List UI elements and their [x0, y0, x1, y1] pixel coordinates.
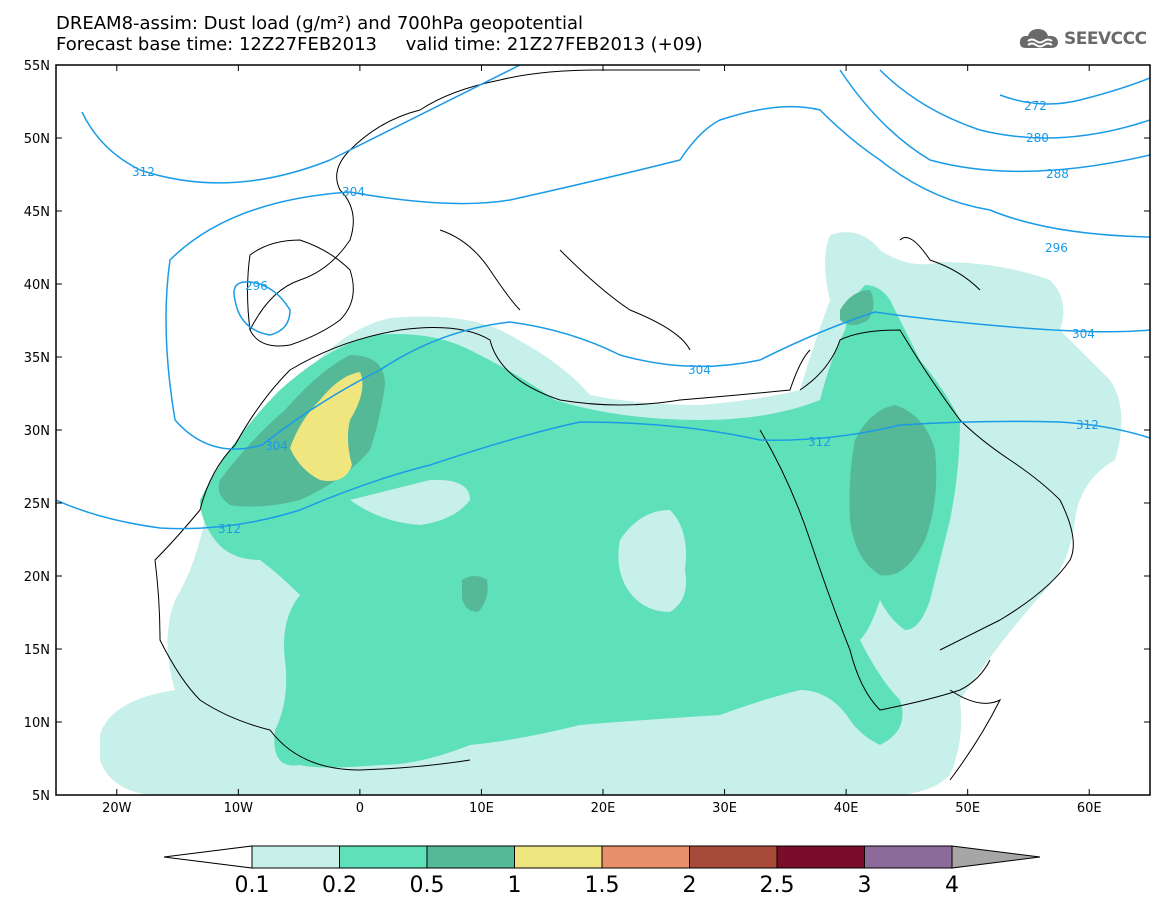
- contour-272: [999, 77, 1150, 105]
- colorbar-box: [251, 845, 340, 869]
- longitude-axis: 20W 10W 0 10E 20E 30E 40E 50E 60E: [102, 65, 1102, 816]
- lat-label: 25N: [24, 497, 50, 512]
- dust-hole-east: [618, 510, 686, 612]
- lon-label: 0: [356, 801, 364, 816]
- colorbar-box: [689, 845, 778, 869]
- contour-label: 312: [218, 522, 241, 536]
- contour-304: [165, 105, 1150, 421]
- dust-band-dark-arabia: [849, 405, 937, 576]
- coastline-north-africa: [234, 327, 811, 446]
- lat-label: 55N: [24, 59, 50, 74]
- contour-288: [839, 69, 1150, 173]
- coastline-iberia: [247, 239, 354, 347]
- dust-load-field: [100, 232, 1122, 795]
- lat-label: 45N: [24, 205, 50, 220]
- colorbar-label: 0.1: [235, 873, 270, 898]
- lon-label: 50E: [955, 801, 980, 816]
- lat-label: 40N: [24, 278, 50, 293]
- contour-label: 312: [808, 435, 831, 449]
- coastline-greece: [559, 249, 691, 351]
- lon-label: 20W: [102, 801, 132, 816]
- colorbar-upper-extend: [951, 845, 1041, 869]
- colorbar-label: 1: [508, 873, 522, 898]
- lat-label: 35N: [24, 351, 50, 366]
- dust-band-dark-ribbon: [840, 290, 874, 325]
- contour-312-north: [81, 65, 521, 184]
- coastline-red-sea: [759, 429, 991, 711]
- seevccc-logo: SEEVCCC: [1018, 24, 1147, 54]
- contour-312-south: [56, 420, 1150, 530]
- colorbar-box: [864, 845, 953, 869]
- latitude-axis: 55N 50N 45N 40N 35N 30N 25N 20N 15N 10N 5N: [24, 59, 1150, 804]
- lat-label: 20N: [24, 570, 50, 585]
- contour-label: 272: [1024, 99, 1047, 113]
- lat-label: 5N: [32, 789, 50, 804]
- map-title: DREAM8-assim: Dust load (g/m²) and 700hP…: [56, 13, 583, 34]
- contour-label: 296: [245, 279, 268, 293]
- colorbar-box: [339, 845, 428, 869]
- contour-label: 304: [265, 439, 288, 453]
- contour-304-med: [174, 311, 1150, 450]
- contour-label: 304: [1072, 327, 1095, 341]
- contour-labels: 312 304 296 304 304 312 312 312 272 280 …: [132, 99, 1099, 536]
- colorbar-lower-extend: [163, 845, 253, 869]
- colorbar-label: 0.2: [322, 873, 357, 898]
- coastline-italy: [439, 229, 521, 311]
- colorbar-box: [776, 845, 865, 869]
- colorbar-box: [514, 845, 603, 869]
- lon-label: 30E: [712, 801, 737, 816]
- geopotential-contours: [56, 65, 1150, 530]
- coastlines: [154, 69, 1074, 781]
- contour-label: 312: [132, 165, 155, 179]
- contour-label: 296: [1045, 241, 1068, 255]
- colorbar-label: 1.5: [585, 873, 620, 898]
- colorbar-label: 0.5: [410, 873, 445, 898]
- colorbar-box: [601, 845, 690, 869]
- contour-280: [879, 69, 1150, 139]
- colorbar-label: 2.5: [760, 873, 795, 898]
- contour-label: 312: [1076, 418, 1099, 432]
- contour-296: [233, 281, 291, 336]
- lon-label: 10W: [224, 801, 254, 816]
- lat-label: 15N: [24, 643, 50, 658]
- colorbar-label: 3: [858, 873, 872, 898]
- contour-label: 304: [688, 363, 711, 377]
- colorbar-box: [426, 845, 515, 869]
- coastline-arabia: [799, 329, 1074, 651]
- colorbar-label: 4: [945, 873, 959, 898]
- logo-text: SEEVCCC: [1064, 29, 1147, 49]
- lon-label: 20E: [591, 801, 616, 816]
- coastline-europe: [249, 69, 700, 331]
- colorbar-label: 2: [683, 873, 697, 898]
- coastline-horn: [949, 689, 1002, 781]
- lon-label: 60E: [1077, 801, 1102, 816]
- dust-band-dark-niger: [462, 576, 488, 612]
- contour-label: 280: [1026, 131, 1049, 145]
- dust-band-yellow: [290, 372, 363, 481]
- contour-label: 304: [342, 185, 365, 199]
- lat-label: 30N: [24, 424, 50, 439]
- colorbar: 0.1 0.2 0.5 1 1.5 2 2.5 3 4: [163, 845, 1041, 898]
- lat-label: 10N: [24, 716, 50, 731]
- coastline-caspian: [899, 237, 981, 291]
- forecast-times: Forecast base time: 12Z27FEB2013 valid t…: [56, 34, 703, 55]
- cloud-icon: [1019, 29, 1058, 48]
- lon-label: 40E: [834, 801, 859, 816]
- contour-label: 288: [1046, 167, 1069, 181]
- dust-hole-west: [350, 479, 470, 525]
- lat-label: 50N: [24, 132, 50, 147]
- colorbar-boxes: [251, 845, 953, 869]
- lon-label: 10E: [469, 801, 494, 816]
- dust-band-medium: [200, 285, 960, 768]
- coastline-west-africa: [154, 444, 471, 771]
- colorbar-labels: 0.1 0.2 0.5 1 1.5 2 2.5 3 4: [235, 873, 960, 898]
